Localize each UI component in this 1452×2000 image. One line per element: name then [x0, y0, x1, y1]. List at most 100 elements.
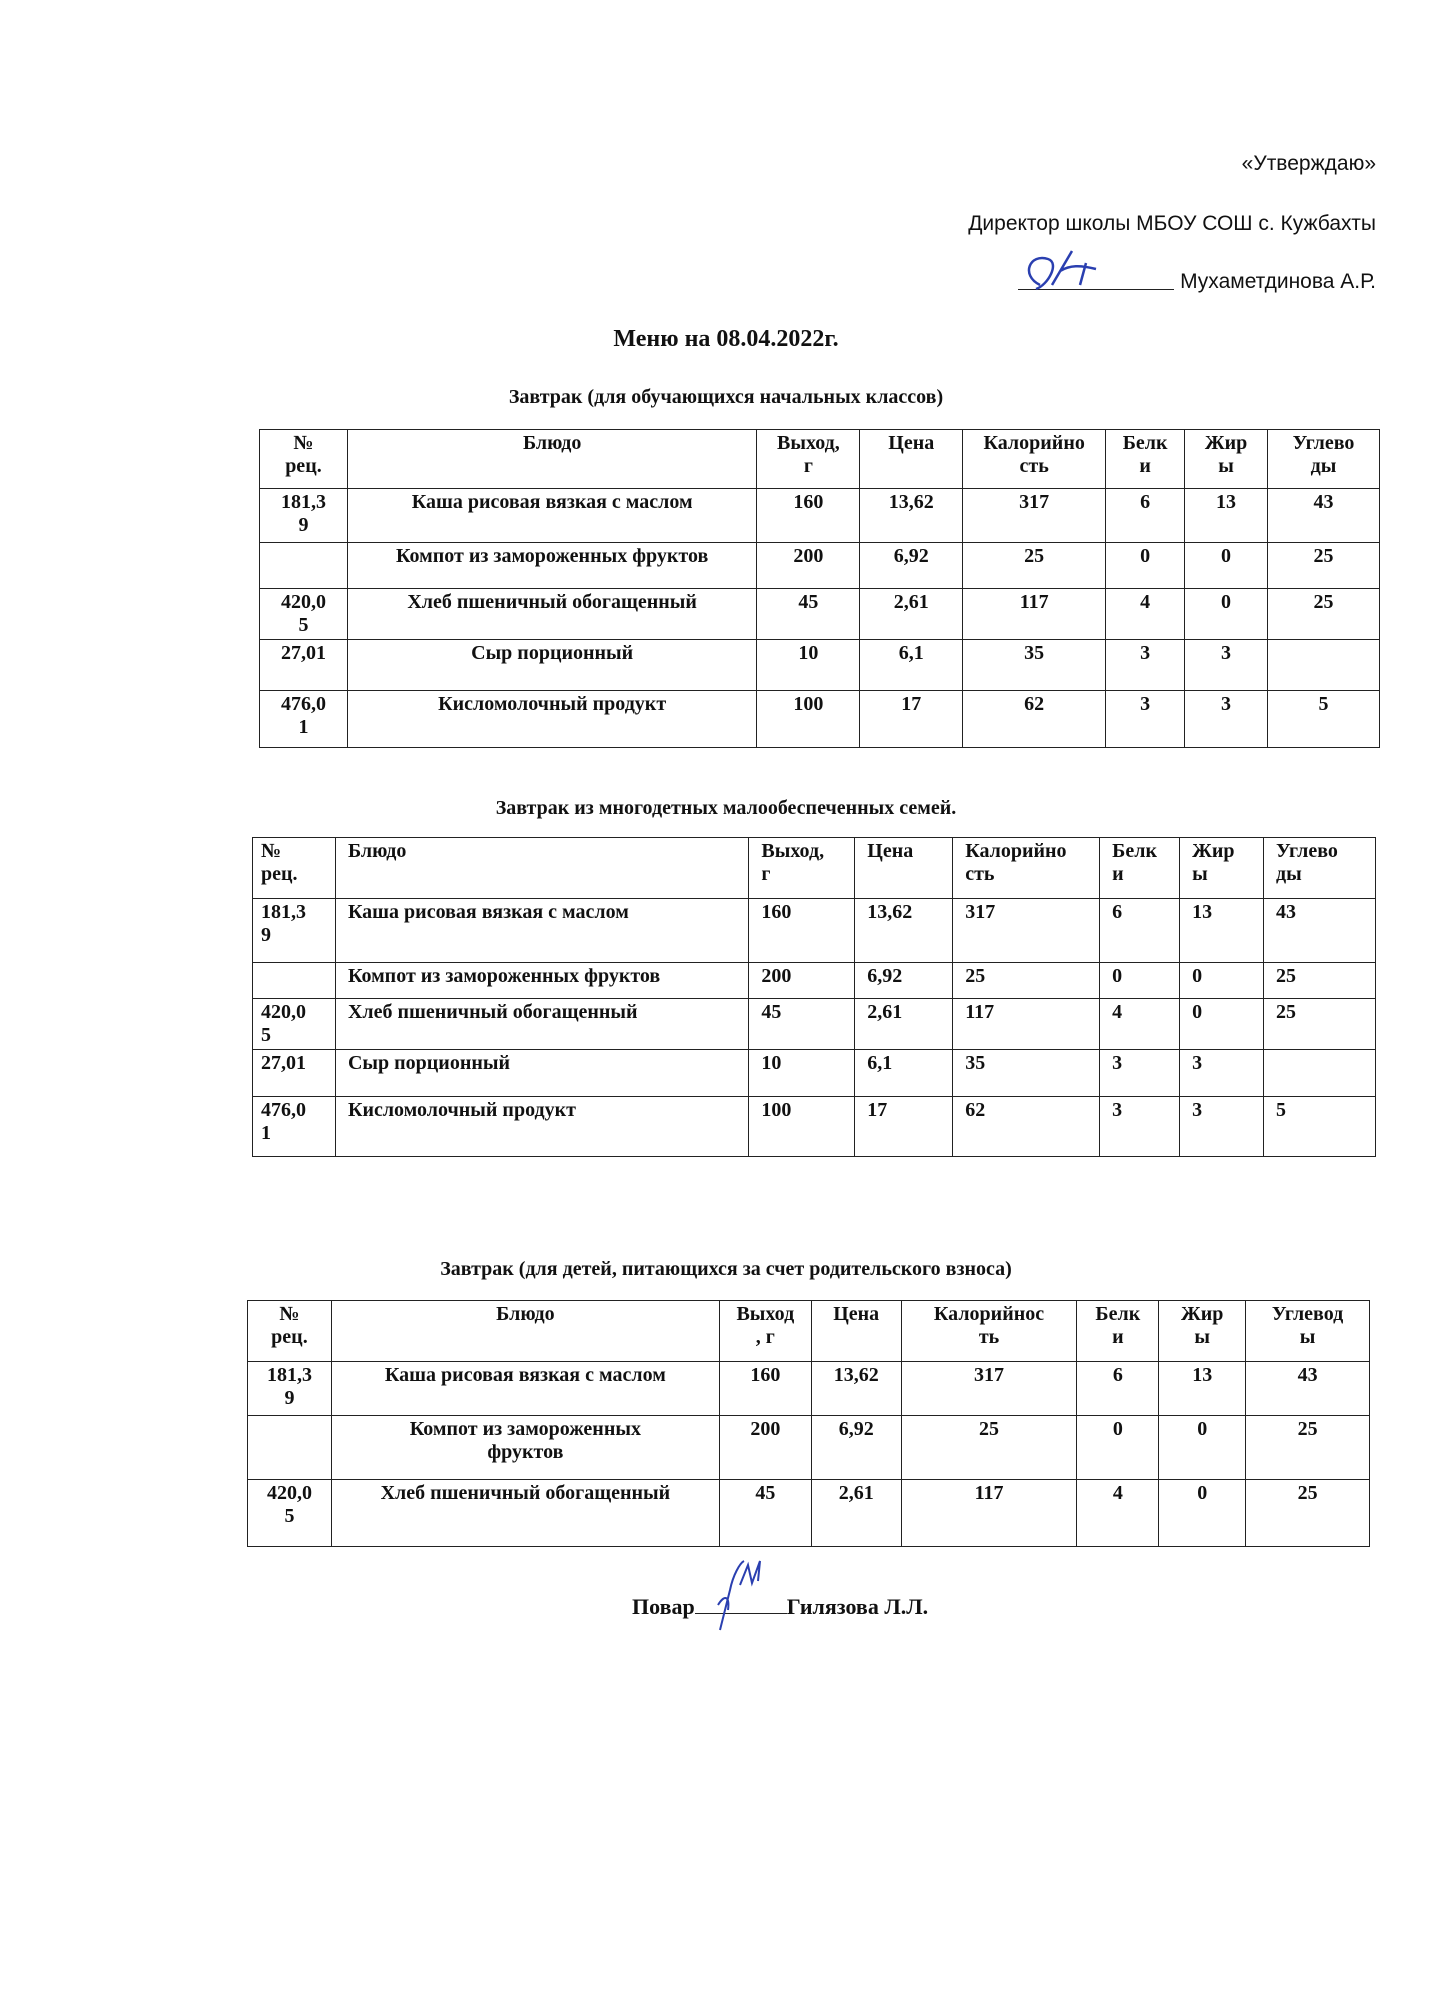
header-dish: Блюдо — [330, 1300, 720, 1362]
signature-underline — [694, 1613, 787, 1614]
cell-fats: 0 — [1184, 542, 1268, 589]
director-signature-line: Мухаметдинова А.Р. — [1018, 270, 1376, 294]
cell-price: 2,61 — [854, 998, 954, 1050]
cell-yield: 45 — [756, 588, 861, 640]
cell-price: 17 — [854, 1096, 954, 1157]
table-row: 181,3 9 Каша рисовая вязкая с маслом 160 13,… — [247, 1361, 1370, 1416]
cell-proteins: 6 — [1105, 488, 1186, 543]
cell-carbs: 5 — [1267, 690, 1380, 748]
cell-recipe-number — [259, 542, 348, 589]
cell-yield: 100 — [756, 690, 861, 748]
cook-label: Повар — [632, 1594, 695, 1619]
cell-fats: 13 — [1158, 1361, 1247, 1416]
cell-fats: 0 — [1184, 588, 1268, 640]
cell-calories: 25 — [952, 962, 1101, 999]
header-dish: Блюдо — [334, 837, 750, 899]
cell-carbs: 43 — [1263, 898, 1376, 963]
header-yield: Выход, г — [748, 837, 856, 899]
cell-dish: Каша рисовая вязкая с маслом — [330, 1361, 720, 1416]
cell-calories: 117 — [952, 998, 1101, 1050]
cell-price: 6,92 — [854, 962, 954, 999]
cell-proteins: 3 — [1099, 1096, 1181, 1157]
cell-recipe-number: 420,0 5 — [259, 588, 348, 640]
table-row: 181,3 9 Каша рисовая вязкая с маслом 160 13,… — [259, 488, 1380, 543]
cell-carbs: 43 — [1245, 1361, 1370, 1416]
menu-table-parent-paid: № рец. Блюдо Выход, г Цена Калорийнос ть Белк и Ж… — [247, 1300, 1370, 1547]
header-recipe-number: № рец. — [247, 1300, 332, 1362]
cell-yield: 45 — [718, 1479, 812, 1547]
header-recipe-number: № рец. — [259, 429, 348, 489]
cell-calories: 35 — [952, 1049, 1101, 1097]
cell-yield: 45 — [748, 998, 856, 1050]
cell-carbs: 25 — [1263, 998, 1376, 1050]
cell-carbs: 5 — [1263, 1096, 1376, 1157]
cell-proteins: 6 — [1076, 1361, 1160, 1416]
cell-proteins: 3 — [1105, 690, 1186, 748]
cell-calories: 317 — [952, 898, 1101, 963]
section-1-subtitle: Завтрак (для обучающихся начальных класс… — [508, 386, 944, 408]
cell-price: 13,62 — [859, 488, 964, 543]
header-proteins: Белк и — [1076, 1300, 1160, 1362]
cell-proteins: 0 — [1076, 1415, 1160, 1480]
table-row: 420,0 5 Хлеб пшеничный обогащенный 45 2,61 11… — [252, 998, 1376, 1050]
cell-price: 6,92 — [810, 1415, 902, 1480]
cell-fats: 3 — [1184, 690, 1268, 748]
cell-fats: 0 — [1179, 962, 1265, 999]
cell-calories: 25 — [900, 1415, 1078, 1480]
table-row: 476,0 1 Кисломолочный продукт 100 17 62 3 3 5 — [252, 1096, 1376, 1157]
header-price: Цена — [859, 429, 964, 489]
cell-recipe-number: 27,01 — [259, 639, 348, 691]
cell-price: 13,62 — [810, 1361, 902, 1416]
cell-recipe-number: 181,3 9 — [252, 898, 336, 963]
header-proteins: Белк и — [1099, 837, 1181, 899]
table-row: Компот из замороженных фруктов 200 6,92 25 0… — [252, 962, 1376, 999]
cell-calories: 317 — [900, 1361, 1078, 1416]
header-fats: Жир ы — [1179, 837, 1265, 899]
cell-dish: Компот из замороженных фруктов — [346, 542, 758, 589]
header-dish: Блюдо — [346, 429, 758, 489]
table-row: Компот из замороженных фруктов 200 6,92 25 0… — [259, 542, 1380, 589]
cell-fats: 0 — [1158, 1479, 1247, 1547]
table-row: 476,0 1 Кисломолочный продукт 100 17 62 3 3 5 — [259, 690, 1380, 748]
cell-price: 2,61 — [810, 1479, 902, 1547]
header-yield: Выход, г — [718, 1300, 812, 1362]
cell-fats: 13 — [1179, 898, 1265, 963]
table-header-row: № рец. Блюдо Выход, г Цена Калорийно сть Белк и Жи… — [252, 837, 1376, 899]
section-3-subtitle: Завтрак (для детей, питающихся за счет р… — [440, 1258, 1012, 1280]
signature-underline — [1018, 289, 1175, 290]
table-header-row: № рец. Блюдо Выход, г Цена Калорийно сть Белк и Жи… — [259, 429, 1380, 489]
cell-recipe-number: 181,3 9 — [259, 488, 348, 543]
cell-price: 6,1 — [854, 1049, 954, 1097]
cell-carbs — [1267, 639, 1380, 691]
cell-price: 2,61 — [859, 588, 964, 640]
cell-recipe-number — [252, 962, 336, 999]
menu-table-primary: № рец. Блюдо Выход, г Цена Калорийно сть Белк и Жи… — [259, 429, 1380, 748]
cell-proteins: 0 — [1099, 962, 1181, 999]
cell-price: 6,1 — [859, 639, 964, 691]
cell-dish: Хлеб пшеничный обогащенный — [330, 1479, 720, 1547]
table-row: 27,01 Сыр порционный 10 6,1 35 3 3 — [252, 1049, 1376, 1097]
cell-carbs: 25 — [1267, 542, 1380, 589]
header-fats: Жир ы — [1158, 1300, 1247, 1362]
header-recipe-number: № рец. — [252, 837, 336, 899]
cell-recipe-number — [247, 1415, 332, 1480]
cell-carbs: 25 — [1245, 1479, 1370, 1547]
cell-carbs — [1263, 1049, 1376, 1097]
cook-signature-icon — [717, 1560, 761, 1631]
cell-fats: 3 — [1179, 1096, 1265, 1157]
cell-calories: 117 — [900, 1479, 1078, 1547]
cell-calories: 62 — [962, 690, 1107, 748]
cell-recipe-number: 476,0 1 — [252, 1096, 336, 1157]
cell-calories: 317 — [962, 488, 1107, 543]
header-fats: Жир ы — [1184, 429, 1268, 489]
table-row: 27,01 Сыр порционный 10 6,1 35 3 3 — [259, 639, 1380, 691]
director-title: Директор школы МБОУ СОШ с. Кужбахты — [968, 212, 1376, 235]
director-name: Мухаметдинова А.Р. — [1180, 270, 1376, 293]
cell-proteins: 4 — [1076, 1479, 1160, 1547]
cell-proteins: 6 — [1099, 898, 1181, 963]
cell-dish: Кисломолочный продукт — [334, 1096, 750, 1157]
